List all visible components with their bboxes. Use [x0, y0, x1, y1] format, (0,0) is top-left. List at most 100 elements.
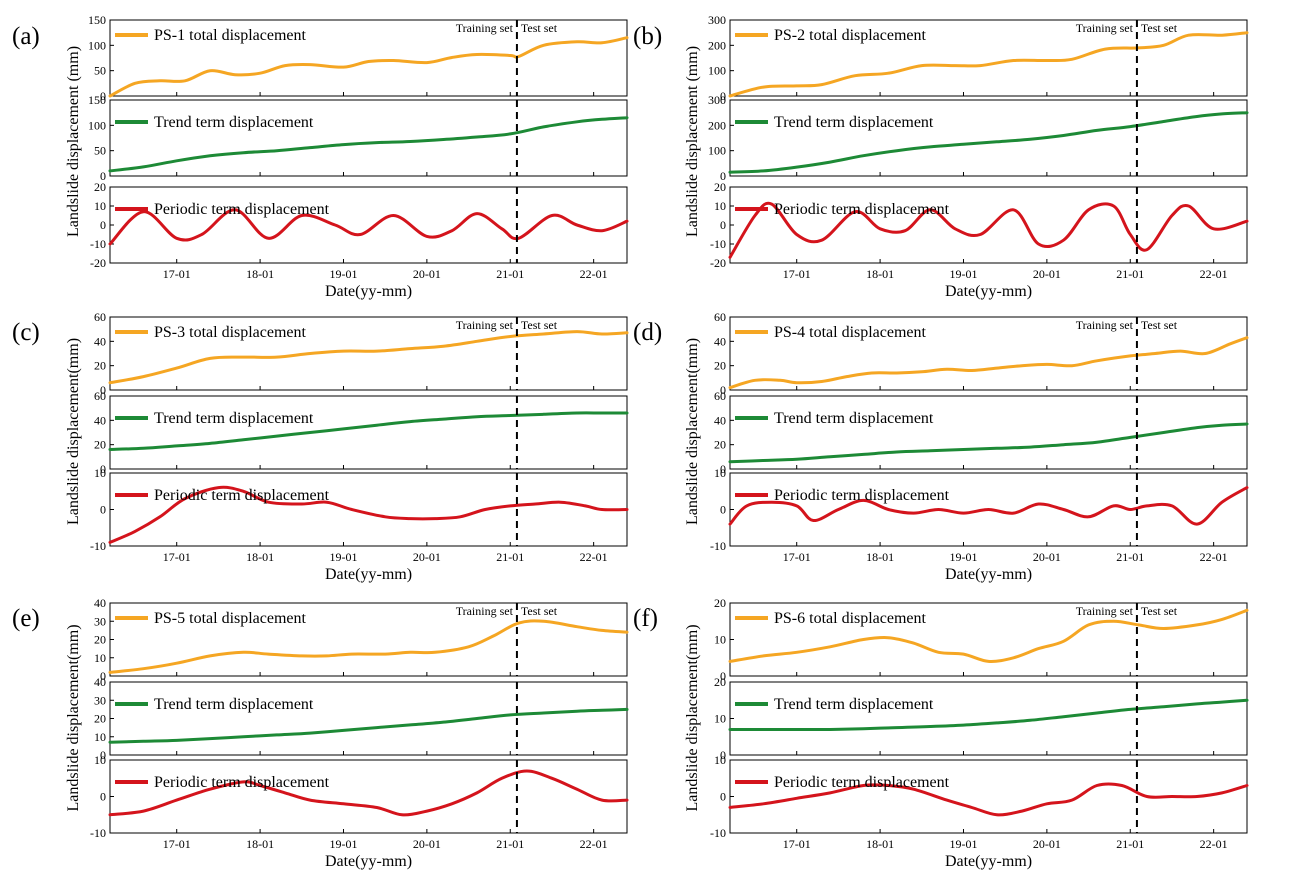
y-tick-label: -20 — [90, 256, 106, 270]
y-tick-label: 300 — [708, 93, 726, 107]
y-tick-label: 10 — [94, 466, 106, 480]
plot-frame — [109, 681, 628, 756]
test-set-label: Test set — [1141, 604, 1178, 618]
plot-frame — [109, 316, 628, 391]
series-line — [108, 208, 629, 246]
y-axis-title: Landslide displacement (mm) — [684, 46, 701, 237]
y-tick-label: 150 — [88, 13, 106, 27]
y-tick-label: 20 — [714, 675, 726, 689]
y-tick-label: -10 — [90, 826, 106, 840]
x-axis-title: Date(yy-mm) — [945, 566, 1032, 583]
y-axis-title: Landslide displacement(mm) — [684, 624, 701, 811]
x-tick-label: 22-01 — [1200, 267, 1228, 281]
y-tick-label: -20 — [710, 256, 726, 270]
x-tick-label: 21-01 — [496, 550, 524, 564]
panel-label: (c) — [12, 319, 40, 346]
y-tick-label: 40 — [94, 334, 106, 348]
y-tick-label: 0 — [720, 89, 726, 103]
plot-frame — [729, 395, 1248, 470]
x-tick-label: 18-01 — [246, 837, 274, 851]
x-tick-label: 22-01 — [1200, 550, 1228, 564]
series-line — [108, 411, 629, 451]
y-axis-title: Landslide displacement (mm) — [65, 46, 82, 237]
y-tick-label: 20 — [94, 712, 106, 726]
y-tick-label: 10 — [714, 466, 726, 480]
y-tick-label: 100 — [708, 144, 726, 158]
series-line — [728, 782, 1249, 817]
x-tick-label: 17-01 — [163, 837, 191, 851]
x-tick-label: 18-01 — [866, 550, 894, 564]
x-tick-label: 20-01 — [1033, 550, 1061, 564]
series-line — [108, 707, 629, 744]
series-line — [728, 111, 1249, 174]
y-tick-label: -10 — [90, 539, 106, 553]
y-tick-label: 0 — [100, 383, 106, 397]
series-line — [108, 485, 629, 544]
y-tick-label: 100 — [708, 64, 726, 78]
x-axis-title: Date(yy-mm) — [325, 853, 412, 870]
x-tick-label: 21-01 — [1116, 837, 1144, 851]
y-tick-label: 30 — [94, 693, 106, 707]
y-tick-label: 0 — [100, 748, 106, 762]
series-line — [728, 422, 1249, 464]
training-set-label: Training set — [1076, 318, 1134, 332]
x-tick-label: 17-01 — [783, 837, 811, 851]
test-set-label: Test set — [1141, 318, 1178, 332]
y-tick-label: 40 — [94, 675, 106, 689]
plot-frame — [109, 395, 628, 470]
x-tick-label: 22-01 — [580, 550, 608, 564]
y-tick-label: 150 — [88, 93, 106, 107]
plot-frame — [109, 186, 628, 264]
x-tick-label: 20-01 — [413, 837, 441, 851]
x-tick-label: 17-01 — [783, 267, 811, 281]
y-tick-label: -10 — [710, 826, 726, 840]
training-set-label: Training set — [456, 604, 514, 618]
x-tick-label: 18-01 — [866, 837, 894, 851]
legend-label: PS-6 total displacement — [774, 610, 927, 627]
x-tick-label: 21-01 — [1116, 550, 1144, 564]
series-line — [728, 201, 1249, 259]
y-tick-label: 10 — [714, 633, 726, 647]
y-tick-label: 0 — [100, 790, 106, 804]
y-tick-label: 10 — [94, 199, 106, 213]
y-tick-label: 60 — [94, 389, 106, 403]
x-tick-label: 19-01 — [329, 550, 357, 564]
plot-frame — [729, 19, 1248, 97]
series-line — [108, 116, 629, 173]
x-tick-label: 21-01 — [496, 837, 524, 851]
legend-label: Trend term displacement — [154, 114, 314, 131]
legend-label: Trend term displacement — [774, 410, 934, 427]
series-line — [108, 769, 629, 817]
y-tick-label: 10 — [94, 753, 106, 767]
x-tick-label: 20-01 — [413, 550, 441, 564]
x-tick-label: 18-01 — [866, 267, 894, 281]
y-tick-label: 0 — [720, 748, 726, 762]
y-tick-label: 0 — [100, 462, 106, 476]
series-line — [108, 330, 629, 385]
y-tick-label: -10 — [710, 237, 726, 251]
legend-label: PS-3 total displacement — [154, 324, 307, 341]
y-tick-label: 200 — [708, 38, 726, 52]
y-tick-label: 20 — [94, 359, 106, 373]
legend-label: Periodic term displacement — [154, 201, 330, 218]
x-tick-label: 17-01 — [163, 267, 191, 281]
y-tick-label: 10 — [94, 651, 106, 665]
legend-label: Trend term displacement — [154, 696, 314, 713]
series-line — [728, 31, 1249, 98]
y-tick-label: 10 — [714, 753, 726, 767]
plot-frame — [729, 681, 1248, 756]
x-tick-label: 19-01 — [949, 267, 977, 281]
x-tick-label: 17-01 — [163, 550, 191, 564]
plot-frame — [109, 472, 628, 547]
y-tick-label: 10 — [714, 199, 726, 213]
legend-label: Periodic term displacement — [154, 487, 330, 504]
panel-label: (d) — [633, 319, 662, 346]
y-tick-label: 0 — [100, 669, 106, 683]
y-tick-label: 10 — [714, 712, 726, 726]
legend-label: Periodic term displacement — [774, 201, 950, 218]
plot-frame — [109, 99, 628, 177]
y-tick-label: 20 — [94, 633, 106, 647]
x-tick-label: 18-01 — [246, 267, 274, 281]
x-tick-label: 19-01 — [329, 267, 357, 281]
legend-label: PS-1 total displacement — [154, 27, 307, 44]
